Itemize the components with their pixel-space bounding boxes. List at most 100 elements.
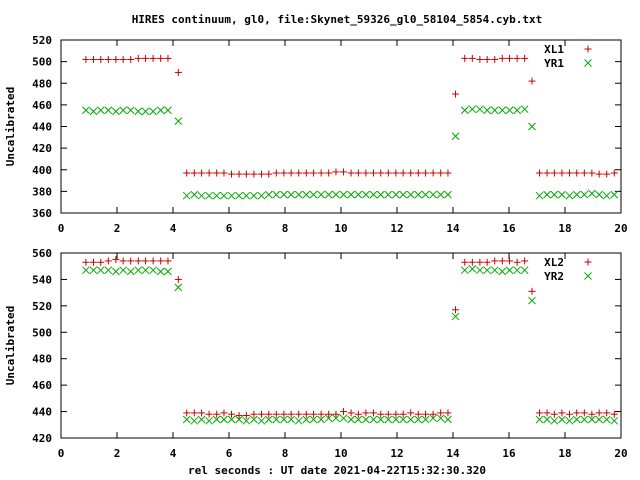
data-point — [558, 190, 566, 199]
data-point — [280, 415, 288, 424]
x-tick-label: 12 — [390, 447, 403, 460]
data-point — [119, 55, 127, 63]
data-point — [205, 169, 213, 177]
data-point — [287, 190, 296, 199]
data-point — [339, 414, 348, 423]
data-point — [96, 266, 105, 275]
data-point — [603, 170, 611, 178]
data-point — [89, 266, 98, 275]
data-point — [190, 169, 198, 177]
data-point — [452, 90, 460, 98]
data-point — [468, 265, 477, 273]
data-point — [521, 257, 529, 265]
data-point — [421, 190, 430, 199]
x-tick-label: 16 — [502, 447, 516, 460]
data-point — [399, 169, 407, 177]
data-point — [588, 410, 596, 418]
data-point — [112, 107, 120, 116]
y-tick-label: 400 — [32, 164, 52, 177]
data-point — [384, 190, 393, 199]
data-point — [302, 415, 311, 424]
data-point — [104, 266, 113, 275]
data-point — [362, 169, 370, 177]
data-point — [332, 414, 340, 423]
data-point — [421, 415, 430, 424]
data-point — [565, 169, 573, 177]
data-point — [572, 415, 581, 424]
data-point — [422, 169, 430, 177]
data-point — [407, 409, 415, 417]
data-point — [384, 169, 392, 177]
data-point — [96, 106, 105, 115]
top-panel: 360 380 400 420 440 460 480 500 520 0 2 4 6 8 10 12 14 16… — [4, 34, 628, 235]
x-tick-label: 4 — [170, 447, 177, 460]
data-point — [264, 415, 273, 424]
data-point — [528, 296, 536, 305]
data-point — [520, 105, 529, 114]
data-point — [468, 54, 476, 62]
data-point — [498, 106, 507, 115]
data-point — [476, 105, 484, 114]
data-point — [212, 191, 221, 200]
data-point — [310, 410, 318, 418]
data-point — [220, 191, 228, 200]
data-point — [436, 190, 445, 199]
data-point — [97, 258, 105, 266]
data-point — [149, 257, 157, 265]
data-point — [392, 410, 400, 418]
data-point — [190, 409, 198, 417]
data-point — [134, 54, 142, 62]
x-tick-label: 10 — [334, 222, 347, 235]
data-point — [595, 415, 604, 424]
legend-marker — [584, 258, 592, 266]
data-point — [205, 410, 213, 418]
series-xl1 — [82, 54, 618, 178]
data-point — [369, 190, 378, 199]
data-point — [287, 169, 295, 177]
data-point — [362, 190, 370, 199]
data-point — [543, 409, 551, 417]
data-point — [461, 258, 469, 266]
data-point — [197, 191, 206, 200]
data-point — [414, 415, 423, 424]
data-point — [588, 415, 596, 424]
data-point — [174, 68, 182, 76]
data-point — [392, 415, 400, 424]
y-axis-label: Uncalibrated — [4, 87, 17, 166]
data-point — [558, 409, 566, 417]
data-point — [565, 410, 573, 418]
y-tick-label: 480 — [32, 353, 52, 366]
data-point — [536, 409, 544, 417]
data-point — [437, 169, 445, 177]
data-point — [141, 266, 150, 275]
plot-frame — [60, 252, 622, 439]
data-point — [513, 54, 521, 62]
data-point — [228, 170, 236, 178]
x-tick-label: 10 — [334, 447, 347, 460]
data-point — [149, 266, 157, 275]
data-point — [520, 266, 529, 275]
data-point — [580, 409, 588, 417]
data-point — [536, 169, 544, 177]
data-point — [119, 106, 128, 115]
data-point — [392, 190, 400, 199]
data-point — [242, 191, 251, 200]
data-point — [513, 106, 521, 115]
data-point — [250, 170, 258, 178]
data-point — [339, 190, 348, 199]
data-point — [310, 169, 318, 177]
data-point — [376, 415, 385, 424]
data-point — [280, 410, 288, 418]
data-point — [490, 266, 499, 275]
data-point — [543, 169, 551, 177]
data-point — [369, 169, 377, 177]
data-point — [528, 287, 536, 295]
data-point — [324, 190, 333, 199]
data-point — [347, 415, 355, 424]
series-xl2 — [82, 256, 618, 420]
plot-frame — [60, 39, 622, 214]
y-tick-label: 460 — [32, 99, 52, 112]
data-point — [104, 55, 112, 63]
data-point — [429, 190, 437, 199]
data-point — [190, 190, 199, 199]
